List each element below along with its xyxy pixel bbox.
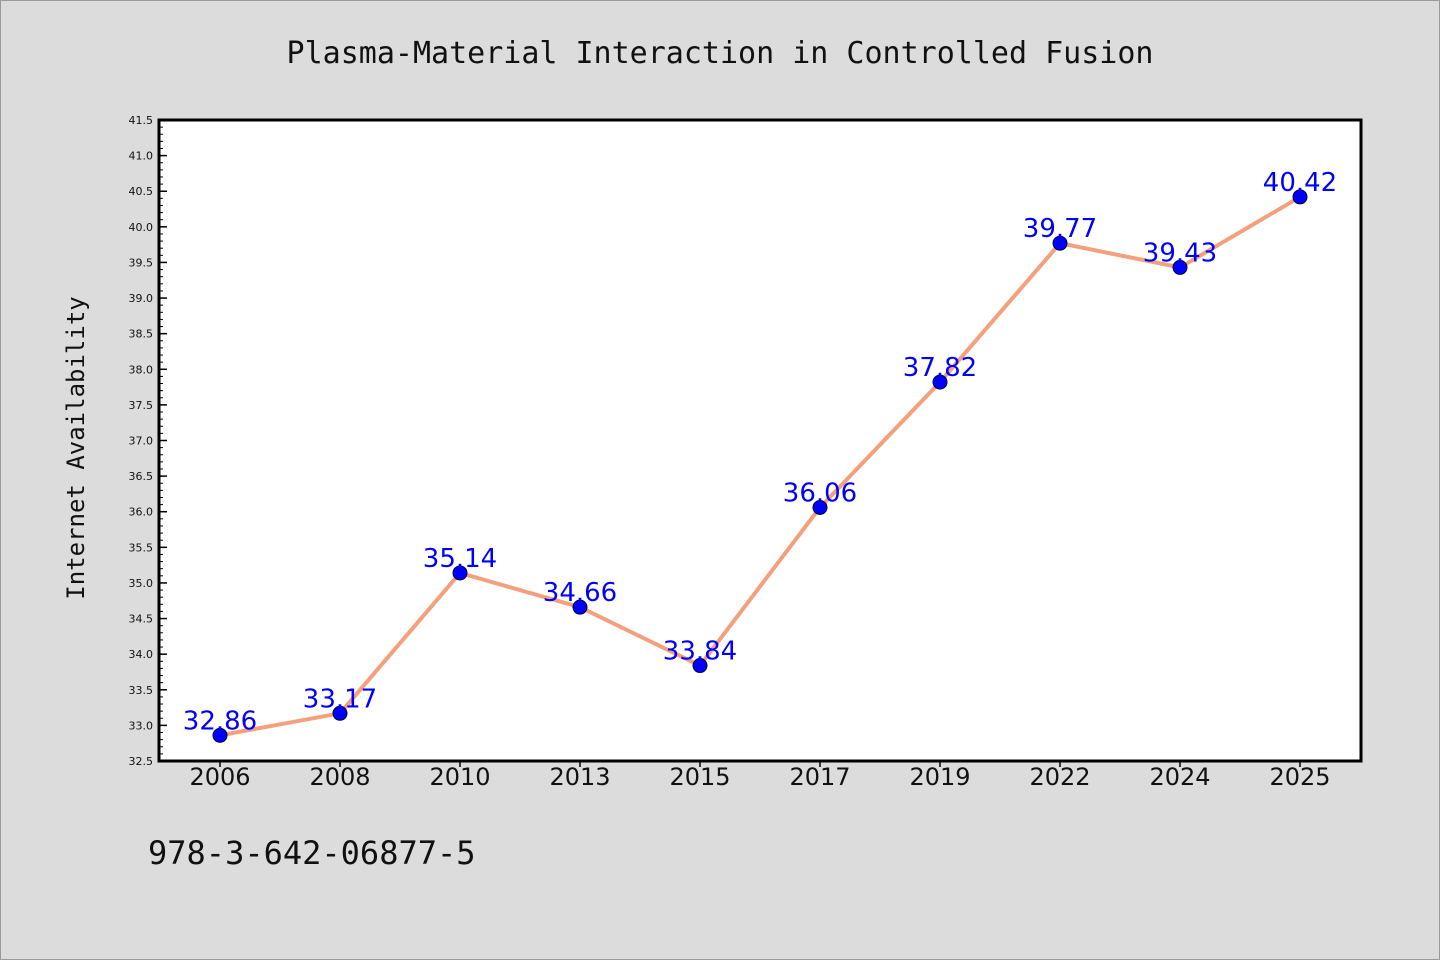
- y-tick-label: 34.5: [129, 613, 154, 626]
- x-tick-label: 2006: [189, 763, 250, 791]
- data-point: [932, 374, 948, 390]
- footer-isbn: 978-3-642-06877-5: [148, 834, 476, 872]
- chart-title: Plasma-Material Interaction in Controlle…: [287, 36, 1154, 71]
- data-label: 33.84: [663, 637, 737, 667]
- y-axis: 32.5 33.0 33.5 34.0 34.5 35.0 35.5 36.0 36.5 37.0…: [129, 114, 167, 768]
- data-point: [692, 658, 708, 674]
- y-tick-label: 33.5: [129, 684, 154, 697]
- data-label: 36.06: [783, 478, 857, 508]
- y-tick-label: 37.5: [129, 399, 154, 412]
- x-axis: 2006 2008 2010 2013 2015 2017 2019 2022 2024 2025: [189, 761, 1331, 791]
- data-point: [1052, 235, 1068, 251]
- data-point: [452, 565, 468, 581]
- plot-area: [157, 118, 1363, 763]
- data-label: 37.82: [903, 353, 977, 383]
- data-point: [1172, 259, 1188, 275]
- data-point: [332, 705, 348, 721]
- y-axis-label: Internet Availability: [62, 296, 90, 599]
- data-label: 40.42: [1263, 168, 1337, 198]
- y-tick-label: 36.5: [129, 470, 154, 483]
- x-tick-label: 2022: [1029, 763, 1090, 791]
- x-tick-label: 2008: [309, 763, 370, 791]
- y-tick-label: 40.0: [129, 221, 154, 234]
- data-label: 33.17: [303, 684, 377, 714]
- series-line-group: [212, 189, 1308, 743]
- x-tick-label: 2019: [909, 763, 970, 791]
- y-tick-label: 36.0: [129, 506, 154, 519]
- data-point: [572, 599, 588, 615]
- y-tick-label: 41.0: [129, 150, 154, 163]
- y-tick-label: 35.5: [129, 541, 154, 554]
- x-tick-label: 2010: [429, 763, 490, 791]
- data-label: 39.77: [1023, 214, 1097, 244]
- series-line: [219, 195, 1302, 738]
- data-label: 39.43: [1143, 238, 1217, 268]
- y-tick-label: 35.0: [129, 577, 154, 590]
- y-tick-label: 39.0: [129, 292, 154, 305]
- y-tick-label: 34.0: [129, 648, 154, 661]
- y-tick-label: 39.5: [129, 256, 154, 269]
- y-tick-label: 37.0: [129, 435, 154, 448]
- y-tick-label: 41.5: [129, 114, 154, 127]
- x-tick-label: 2013: [549, 763, 610, 791]
- x-tick-label: 2017: [789, 763, 850, 791]
- data-label-group: 32.86 33.17 35.14 34.66 33.84 36.06 37.82 39.77…: [183, 168, 1337, 736]
- data-label: 32.86: [183, 706, 257, 736]
- x-tick-label: 2024: [1149, 763, 1210, 791]
- y-tick-label: 33.0: [129, 719, 154, 732]
- data-point: [1292, 189, 1308, 205]
- x-tick-label: 2015: [669, 763, 730, 791]
- data-point: [812, 499, 828, 515]
- data-label: 35.14: [423, 544, 497, 574]
- y-tick-label: 40.5: [129, 185, 154, 198]
- data-point: [212, 727, 228, 743]
- y-tick-label: 38.0: [129, 363, 154, 376]
- data-label: 34.66: [543, 578, 617, 608]
- y-tick-label: 32.5: [129, 755, 154, 768]
- y-tick-label: 38.5: [129, 328, 154, 341]
- x-tick-label: 2025: [1269, 763, 1330, 791]
